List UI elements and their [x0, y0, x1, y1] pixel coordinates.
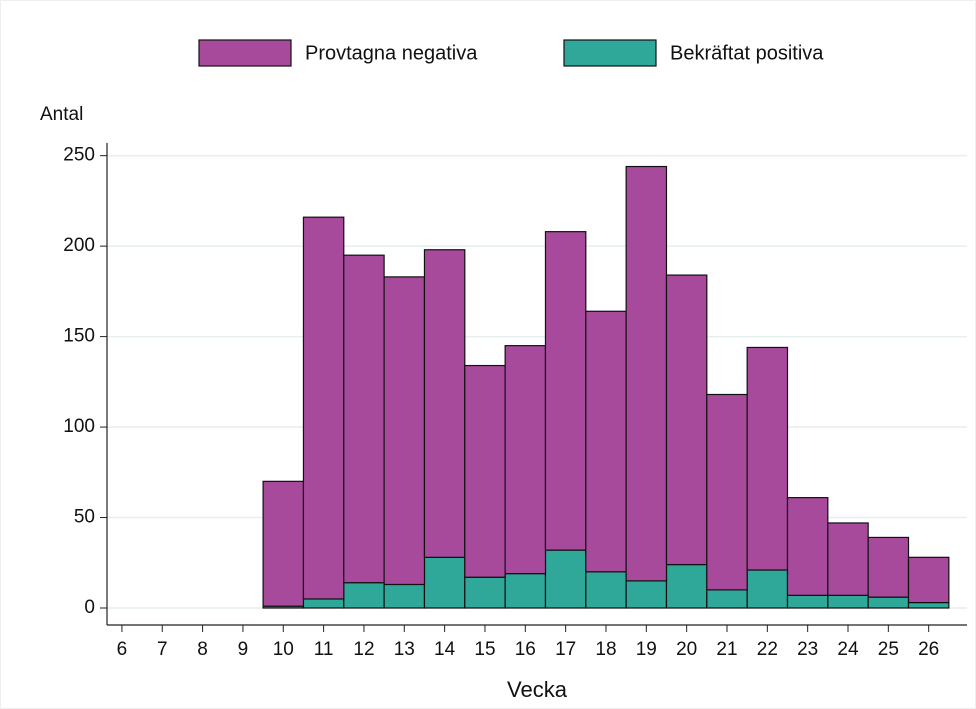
bar — [706, 589, 748, 609]
x-tick-label: 6 — [117, 639, 128, 660]
x-tick-label: 24 — [837, 639, 859, 660]
x-tick-label: 21 — [716, 639, 737, 660]
x-tick-label: 23 — [797, 639, 818, 660]
x-tick-label: 22 — [757, 639, 778, 660]
bar — [464, 576, 506, 609]
x-tick-label: 7 — [157, 639, 168, 660]
bar — [464, 364, 506, 578]
legend-label: Bekräftat positiva — [670, 42, 824, 64]
legend-label: Provtagna negativa — [305, 42, 478, 64]
bar — [786, 497, 829, 596]
x-tick-label: 25 — [878, 639, 899, 660]
bar — [343, 254, 385, 584]
x-tick-label: 8 — [197, 639, 208, 660]
x-tick-label: 18 — [595, 639, 616, 660]
bar — [867, 596, 910, 609]
y-tick-label: 100 — [63, 416, 95, 437]
bar — [544, 549, 587, 609]
bar — [302, 216, 345, 600]
y-tick-label: 200 — [63, 235, 95, 256]
bar — [665, 274, 708, 566]
x-tick-label: 14 — [434, 639, 456, 660]
bar — [665, 563, 708, 609]
bar — [706, 393, 748, 591]
bar — [383, 583, 426, 609]
x-axis-label: Vecka — [507, 677, 568, 702]
x-tick-label: 26 — [918, 639, 939, 660]
x-tick-label: 9 — [238, 639, 249, 660]
bar — [827, 522, 869, 596]
x-tick-label: 17 — [555, 639, 576, 660]
x-tick-label: 13 — [394, 639, 415, 660]
bar — [746, 569, 789, 609]
bar — [625, 580, 668, 609]
y-tick-label: 150 — [63, 326, 95, 347]
bar — [907, 601, 950, 609]
legend-swatch — [198, 39, 292, 67]
bar — [827, 594, 869, 609]
bar — [907, 556, 950, 604]
y-tick-label: 50 — [74, 507, 95, 528]
bar — [423, 556, 466, 609]
x-tick-label: 19 — [636, 639, 657, 660]
bar — [262, 480, 305, 607]
bar — [504, 345, 547, 575]
bar — [343, 582, 385, 609]
bar — [544, 231, 587, 551]
bar — [786, 594, 829, 609]
bar — [423, 249, 466, 558]
x-tick-label: 11 — [314, 639, 334, 660]
bar — [867, 536, 910, 598]
bar — [585, 310, 627, 573]
bar — [383, 276, 426, 586]
y-tick-label: 250 — [63, 145, 95, 166]
bar — [585, 571, 627, 609]
x-tick-label: 20 — [676, 639, 697, 660]
bar — [746, 346, 789, 571]
bar — [504, 573, 547, 609]
bar — [625, 165, 668, 582]
x-tick-label: 15 — [474, 639, 495, 660]
legend-swatch — [563, 39, 657, 67]
y-tick-label: 0 — [84, 597, 95, 618]
x-tick-label: 12 — [353, 639, 374, 660]
x-tick-label: 10 — [273, 639, 294, 660]
y-axis-label: Antal — [40, 104, 83, 125]
x-tick-label: 16 — [515, 639, 536, 660]
bar — [302, 598, 345, 609]
